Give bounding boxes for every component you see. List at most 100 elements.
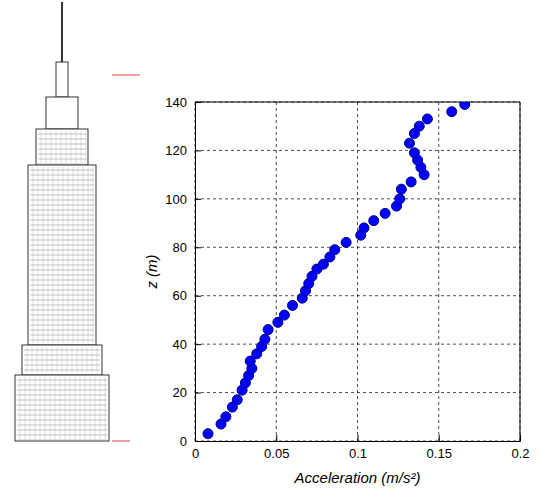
window-column (30, 377, 31, 439)
point (369, 216, 379, 226)
window-column (97, 347, 98, 373)
window-row (30, 340, 94, 341)
tick-mark (195, 393, 201, 394)
tick-label: 0.05 (264, 446, 289, 461)
window-row (17, 385, 107, 386)
window-row (30, 325, 94, 326)
tick-label: 0 (192, 446, 199, 461)
tick-label: 0.15 (427, 446, 452, 461)
grid-line (195, 344, 520, 345)
window-column (73, 167, 74, 343)
window-row (30, 275, 94, 276)
building-part (56, 62, 68, 97)
point (203, 429, 213, 439)
window-column (37, 347, 38, 373)
window-column (51, 131, 52, 163)
window-column (56, 131, 57, 163)
window-column (72, 347, 73, 373)
x-axis-title: Acceleration (m/s²) (294, 469, 421, 486)
tick-label: 20 (173, 385, 187, 400)
tick: 0.1 (349, 435, 367, 461)
window-row (30, 290, 94, 291)
window-row (17, 425, 107, 426)
window-column (32, 347, 33, 373)
grid-line (357, 102, 358, 441)
grid-line (438, 102, 439, 441)
tick-label: 120 (165, 143, 187, 158)
window-row (30, 210, 94, 211)
grid-line (195, 247, 520, 248)
window-row (17, 410, 107, 411)
window-column (77, 347, 78, 373)
marker-line (112, 74, 140, 75)
window-row (38, 144, 86, 145)
point (422, 114, 432, 124)
point (396, 184, 406, 194)
window-column (20, 377, 21, 439)
tick-mark (195, 441, 201, 442)
window-row (30, 190, 94, 191)
point (406, 177, 416, 187)
window-row (30, 310, 94, 311)
window-column (45, 377, 46, 439)
tick: 0.05 (264, 435, 289, 461)
canvas: 00.050.10.150.2020406080100120140Acceler… (0, 0, 542, 499)
antenna (61, 2, 63, 62)
point (409, 148, 419, 158)
frame (520, 102, 521, 441)
window-row (30, 170, 94, 171)
window-column (90, 377, 91, 439)
window-column (75, 377, 76, 439)
point (359, 223, 369, 233)
window-row (30, 305, 94, 306)
window-column (81, 131, 82, 163)
point (221, 412, 231, 422)
window-row (30, 200, 94, 201)
window-row (30, 175, 94, 176)
point (460, 102, 470, 109)
window-column (93, 167, 94, 343)
frame (195, 102, 520, 103)
window-row (30, 285, 94, 286)
point (405, 138, 415, 148)
point (447, 107, 457, 117)
x-axis: 00.050.10.150.2 (192, 435, 530, 461)
window-row (17, 430, 107, 431)
window-row (17, 400, 107, 401)
window-column (85, 377, 86, 439)
window-column (61, 131, 62, 163)
y-axis-title: z (m) (143, 254, 160, 289)
tick: 80 (173, 240, 201, 255)
window-row (38, 134, 86, 135)
window-row (30, 235, 94, 236)
building-part (36, 129, 88, 165)
point (288, 300, 298, 310)
tick: 120 (165, 143, 201, 158)
grid-line (195, 198, 520, 199)
window-row (30, 220, 94, 221)
building-illustration (15, 2, 140, 441)
window-column (71, 131, 72, 163)
window-column (62, 347, 63, 373)
window-column (100, 377, 101, 439)
window-row (30, 260, 94, 261)
window-column (70, 377, 71, 439)
window-column (83, 167, 84, 343)
building-part (22, 345, 102, 375)
window-row (30, 330, 94, 331)
window-row (30, 295, 94, 296)
grid-line (276, 102, 277, 441)
window-column (42, 347, 43, 373)
y-axis: 020406080100120140 (165, 95, 201, 449)
tick-mark (276, 435, 277, 441)
window-column (25, 377, 26, 439)
window-column (95, 377, 96, 439)
tick: 0 (180, 434, 201, 449)
tick: 100 (165, 192, 201, 207)
tick: 0.15 (427, 435, 452, 461)
window-row (30, 215, 94, 216)
window-row (30, 230, 94, 231)
point (414, 121, 424, 131)
point (380, 208, 390, 218)
window-row (38, 164, 86, 165)
